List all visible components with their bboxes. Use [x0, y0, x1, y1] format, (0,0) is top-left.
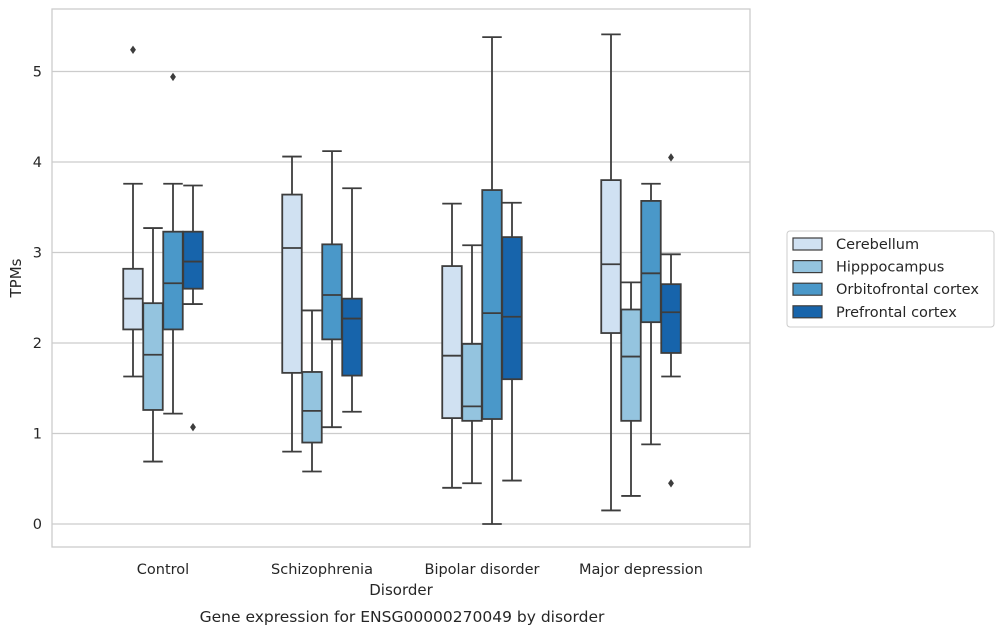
iqr-box	[481, 189, 503, 420]
iqr-box	[142, 302, 164, 411]
iqr-box	[600, 179, 622, 334]
box-hipppocampus-2	[461, 244, 483, 485]
legend-items: Cerebellum Hipppocampus Orbitofrontal cort…	[792, 237, 979, 321]
legend-swatch	[792, 282, 823, 296]
iqr-box	[321, 243, 343, 341]
box-prefrontal-cortex-1	[341, 187, 363, 413]
box-prefrontal-cortex-2	[501, 201, 523, 482]
x-tick-label: Bipolar disorder	[425, 562, 540, 578]
legend-swatch	[792, 305, 823, 319]
legend-swatch	[792, 260, 823, 274]
box-orbitofrontal-cortex-3	[640, 182, 662, 446]
y-tick-label: 5	[33, 65, 42, 81]
iqr-box	[441, 265, 463, 420]
iqr-box	[620, 308, 642, 422]
iqr-box	[341, 297, 363, 377]
iqr-box	[660, 283, 682, 354]
x-tick-label: Control	[137, 562, 189, 578]
iqr-box	[640, 200, 662, 324]
box-groups	[122, 33, 682, 525]
y-axis-label: TPMs	[7, 258, 25, 298]
figure-caption: Gene expression for ENSG00000270049 by d…	[200, 608, 605, 626]
legend-label: Hipppocampus	[836, 260, 944, 276]
legend-frame	[786, 230, 995, 328]
box-cerebellum-3	[600, 33, 622, 512]
iqr-box	[182, 230, 204, 290]
iqr-box	[461, 343, 483, 422]
box-cerebellum-0	[122, 45, 144, 378]
box-prefrontal-cortex-3	[660, 153, 682, 488]
box-orbitofrontal-cortex-2	[481, 36, 503, 525]
y-tick-label: 3	[33, 246, 42, 262]
x-axis-label: Disorder	[369, 581, 433, 599]
iqr-box	[162, 230, 184, 331]
x-tick-label: Schizophrenia	[271, 562, 373, 578]
box-cerebellum-1	[281, 155, 303, 453]
legend-label: Orbitofrontal cortex	[836, 282, 979, 298]
iqr-box	[301, 371, 323, 444]
y-tick-label: 1	[33, 427, 42, 443]
box-orbitofrontal-cortex-1	[321, 150, 343, 429]
plot-area-frame	[51, 8, 751, 548]
outlier-point	[170, 72, 176, 82]
iqr-box	[281, 193, 303, 374]
x-tick-labels: Control Schizophrenia Bipolar disorder Majo…	[137, 562, 703, 578]
y-tick-label: 2	[33, 336, 42, 352]
y-tick-label: 4	[33, 155, 42, 171]
y-tick-labels: 0 1 2 3 4 5	[33, 65, 42, 534]
outlier-point	[130, 45, 136, 54]
outlier-point	[668, 153, 674, 162]
outlier-point	[190, 422, 196, 432]
outlier-point	[668, 479, 674, 488]
box-hipppocampus-0	[142, 227, 164, 463]
box-orbitofrontal-cortex-0	[162, 72, 184, 415]
box-hipppocampus-1	[301, 309, 323, 473]
y-tick-label: 0	[33, 517, 42, 533]
iqr-box	[501, 236, 523, 381]
x-tick-label: Major depression	[579, 562, 703, 578]
box-cerebellum-2	[441, 202, 463, 489]
legend: Cerebellum Hipppocampus Orbitofrontal cort…	[786, 230, 995, 328]
box-prefrontal-cortex-0	[182, 184, 204, 432]
box-hipppocampus-3	[620, 281, 642, 497]
legend-swatch	[792, 237, 823, 251]
legend-label: Prefrontal cortex	[836, 305, 957, 321]
legend-label: Cerebellum	[836, 237, 919, 253]
